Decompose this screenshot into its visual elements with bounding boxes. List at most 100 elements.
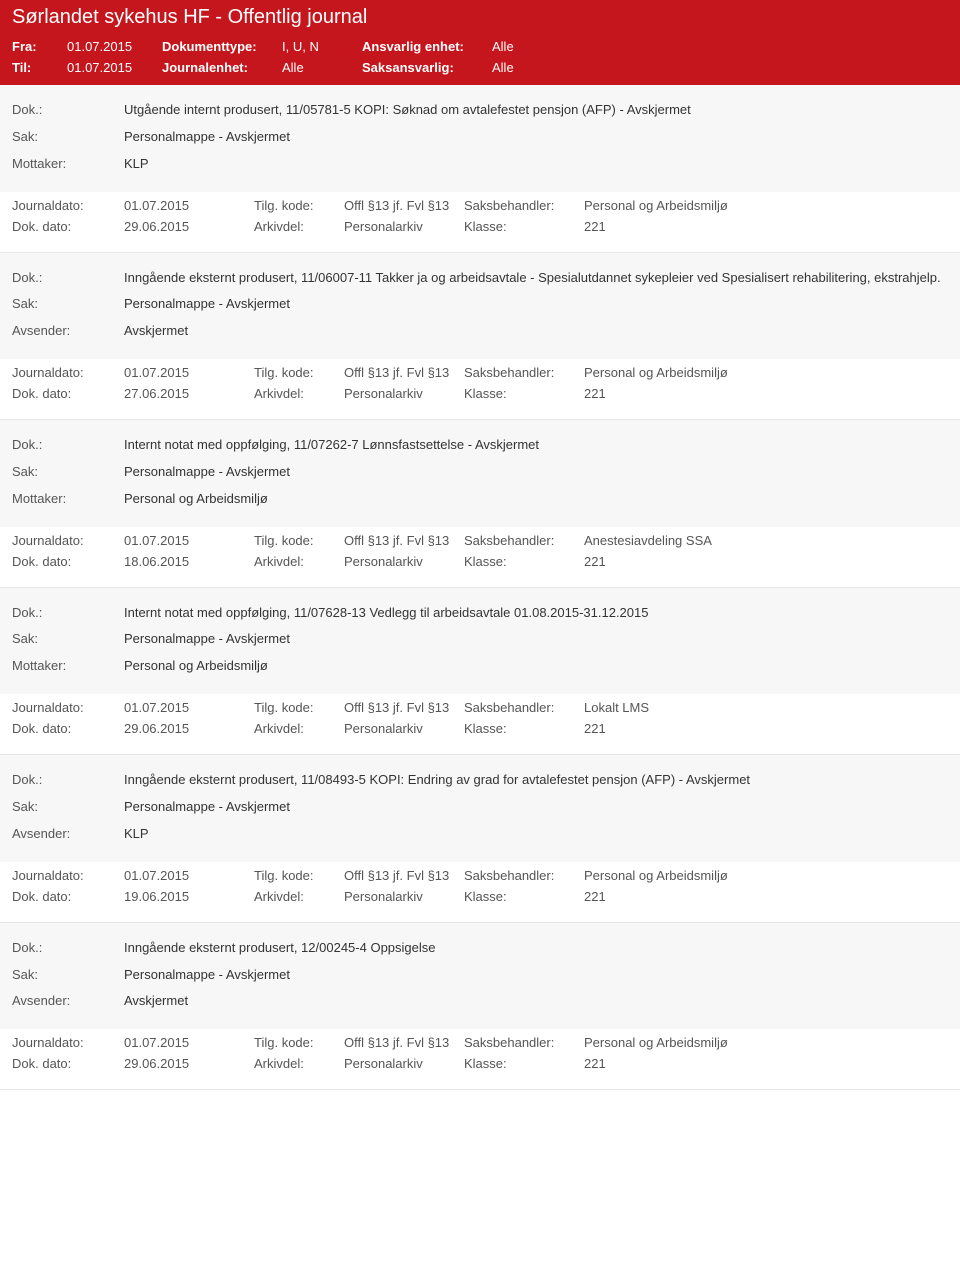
party-label: Mottaker: bbox=[12, 657, 124, 676]
arkivdel-label: Arkivdel: bbox=[254, 721, 344, 736]
sak-value: Personalmappe - Avskjermet bbox=[124, 128, 948, 147]
page-title: Sørlandet sykehus HF - Offentlig journal bbox=[12, 6, 948, 29]
klasse-label: Klasse: bbox=[464, 554, 584, 569]
dok-title: Internt notat med oppfølging, 11/07262-7… bbox=[124, 436, 948, 455]
arkivdel-value: Personalarkiv bbox=[344, 554, 464, 569]
party-value: Personal og Arbeidsmiljø bbox=[124, 490, 948, 509]
tilgkode-label: Tilg. kode: bbox=[254, 1035, 344, 1050]
journalenhet-value: Alle bbox=[282, 60, 362, 75]
klasse-value: 221 bbox=[584, 1056, 948, 1071]
saksbehandler-value: Personal og Arbeidsmiljø bbox=[584, 198, 948, 213]
sak-label: Sak: bbox=[12, 463, 124, 482]
dokdato-label: Dok. dato: bbox=[12, 554, 124, 569]
party-label: Avsender: bbox=[12, 825, 124, 844]
arkivdel-label: Arkivdel: bbox=[254, 219, 344, 234]
klasse-value: 221 bbox=[584, 721, 948, 736]
party-value: KLP bbox=[124, 825, 948, 844]
dokdato-label: Dok. dato: bbox=[12, 889, 124, 904]
arkivdel-label: Arkivdel: bbox=[254, 889, 344, 904]
ansvarlig-value: Alle bbox=[492, 39, 572, 54]
klasse-value: 221 bbox=[584, 554, 948, 569]
meta-row-2: Dok. dato: 27.06.2015 Arkivdel: Personal… bbox=[12, 386, 948, 401]
journaldato-label: Journaldato: bbox=[12, 365, 124, 380]
klasse-value: 221 bbox=[584, 219, 948, 234]
tilgkode-value: Offl §13 jf. Fvl §13 bbox=[344, 1035, 464, 1050]
ansvarlig-label: Ansvarlig enhet: bbox=[362, 39, 492, 54]
sak-value: Personalmappe - Avskjermet bbox=[124, 295, 948, 314]
tilgkode-label: Tilg. kode: bbox=[254, 533, 344, 548]
dok-title: Inngående eksternt produsert, 11/08493-5… bbox=[124, 771, 948, 790]
meta-row-2: Dok. dato: 29.06.2015 Arkivdel: Personal… bbox=[12, 219, 948, 234]
sak-value: Personalmappe - Avskjermet bbox=[124, 966, 948, 985]
party-value: KLP bbox=[124, 155, 948, 174]
dokdato-label: Dok. dato: bbox=[12, 721, 124, 736]
party-value: Avskjermet bbox=[124, 992, 948, 1011]
dok-label: Dok.: bbox=[12, 101, 124, 120]
meta-row-1: Journaldato: 01.07.2015 Tilg. kode: Offl… bbox=[12, 365, 948, 380]
arkivdel-value: Personalarkiv bbox=[344, 721, 464, 736]
party-value: Personal og Arbeidsmiljø bbox=[124, 657, 948, 676]
saksbehandler-value: Personal og Arbeidsmiljø bbox=[584, 1035, 948, 1050]
klasse-label: Klasse: bbox=[464, 1056, 584, 1071]
meta-row-1: Journaldato: 01.07.2015 Tilg. kode: Offl… bbox=[12, 1035, 948, 1050]
party-value: Avskjermet bbox=[124, 322, 948, 341]
klasse-label: Klasse: bbox=[464, 386, 584, 401]
dok-title: Internt notat med oppfølging, 11/07628-1… bbox=[124, 604, 948, 623]
saksbehandler-value: Personal og Arbeidsmiljø bbox=[584, 868, 948, 883]
klasse-value: 221 bbox=[584, 889, 948, 904]
journal-entry: Dok.: Internt notat med oppfølging, 11/0… bbox=[0, 420, 960, 588]
party-label: Avsender: bbox=[12, 992, 124, 1011]
saksbehandler-value: Lokalt LMS bbox=[584, 700, 948, 715]
doktype-value: I, U, N bbox=[282, 39, 362, 54]
meta-row-2: Dok. dato: 29.06.2015 Arkivdel: Personal… bbox=[12, 1056, 948, 1071]
tilgkode-value: Offl §13 jf. Fvl §13 bbox=[344, 533, 464, 548]
sak-value: Personalmappe - Avskjermet bbox=[124, 798, 948, 817]
dok-title: Inngående eksternt produsert, 12/00245-4… bbox=[124, 939, 948, 958]
sak-label: Sak: bbox=[12, 295, 124, 314]
header-meta-grid: Fra: 01.07.2015 Dokumenttype: I, U, N An… bbox=[12, 39, 948, 75]
meta-row-1: Journaldato: 01.07.2015 Tilg. kode: Offl… bbox=[12, 868, 948, 883]
dokdato-value: 29.06.2015 bbox=[124, 1056, 254, 1071]
arkivdel-label: Arkivdel: bbox=[254, 554, 344, 569]
page-header: Sørlandet sykehus HF - Offentlig journal… bbox=[0, 0, 960, 85]
fra-label: Fra: bbox=[12, 39, 67, 54]
dokdato-label: Dok. dato: bbox=[12, 219, 124, 234]
tilgkode-label: Tilg. kode: bbox=[254, 198, 344, 213]
saksbehandler-label: Saksbehandler: bbox=[464, 700, 584, 715]
journaldato-value: 01.07.2015 bbox=[124, 700, 254, 715]
dok-label: Dok.: bbox=[12, 939, 124, 958]
meta-row-2: Dok. dato: 19.06.2015 Arkivdel: Personal… bbox=[12, 889, 948, 904]
dok-label: Dok.: bbox=[12, 604, 124, 623]
dokdato-value: 29.06.2015 bbox=[124, 721, 254, 736]
arkivdel-label: Arkivdel: bbox=[254, 1056, 344, 1071]
sak-label: Sak: bbox=[12, 798, 124, 817]
dok-label: Dok.: bbox=[12, 269, 124, 288]
journaldato-label: Journaldato: bbox=[12, 533, 124, 548]
saksbehandler-label: Saksbehandler: bbox=[464, 868, 584, 883]
journaldato-value: 01.07.2015 bbox=[124, 533, 254, 548]
journaldato-value: 01.07.2015 bbox=[124, 198, 254, 213]
arkivdel-label: Arkivdel: bbox=[254, 386, 344, 401]
dokdato-value: 18.06.2015 bbox=[124, 554, 254, 569]
journaldato-label: Journaldato: bbox=[12, 868, 124, 883]
tilgkode-value: Offl §13 jf. Fvl §13 bbox=[344, 198, 464, 213]
meta-row-2: Dok. dato: 29.06.2015 Arkivdel: Personal… bbox=[12, 721, 948, 736]
doktype-label: Dokumenttype: bbox=[162, 39, 282, 54]
tilgkode-value: Offl §13 jf. Fvl §13 bbox=[344, 700, 464, 715]
saksbehandler-value: Anestesiavdeling SSA bbox=[584, 533, 948, 548]
klasse-label: Klasse: bbox=[464, 889, 584, 904]
dok-label: Dok.: bbox=[12, 771, 124, 790]
sak-label: Sak: bbox=[12, 630, 124, 649]
dokdato-label: Dok. dato: bbox=[12, 386, 124, 401]
arkivdel-value: Personalarkiv bbox=[344, 386, 464, 401]
tilgkode-label: Tilg. kode: bbox=[254, 365, 344, 380]
sak-label: Sak: bbox=[12, 128, 124, 147]
journal-entry: Dok.: Utgående internt produsert, 11/057… bbox=[0, 85, 960, 253]
dok-title: Inngående eksternt produsert, 11/06007-1… bbox=[124, 269, 948, 288]
dokdato-value: 19.06.2015 bbox=[124, 889, 254, 904]
journal-entry: Dok.: Inngående eksternt produsert, 11/0… bbox=[0, 755, 960, 923]
journal-entry: Dok.: Internt notat med oppfølging, 11/0… bbox=[0, 588, 960, 756]
journal-entry: Dok.: Inngående eksternt produsert, 12/0… bbox=[0, 923, 960, 1091]
party-label: Avsender: bbox=[12, 322, 124, 341]
journaldato-value: 01.07.2015 bbox=[124, 868, 254, 883]
